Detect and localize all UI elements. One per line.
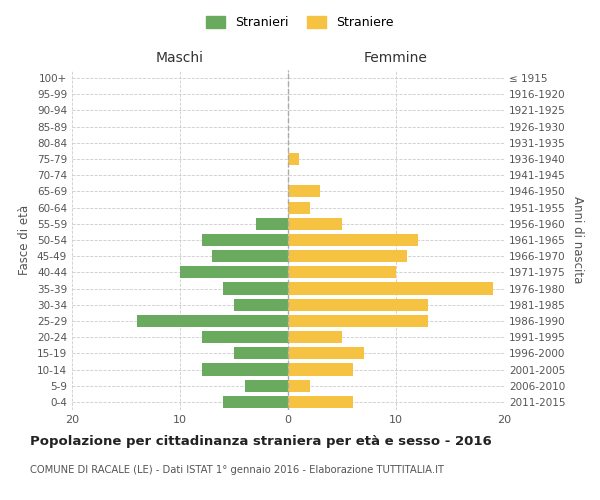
Bar [288, 202, 310, 213]
Bar [180, 266, 288, 278]
Y-axis label: Fasce di età: Fasce di età [19, 205, 31, 275]
Legend: Stranieri, Straniere: Stranieri, Straniere [202, 11, 398, 34]
Bar [223, 396, 288, 408]
Bar [288, 266, 396, 278]
Bar [212, 250, 288, 262]
Text: Maschi: Maschi [156, 51, 204, 65]
Bar [288, 218, 342, 230]
Bar [288, 153, 299, 165]
Bar [288, 250, 407, 262]
Bar [288, 186, 320, 198]
Y-axis label: Anni di nascita: Anni di nascita [571, 196, 584, 284]
Bar [288, 331, 342, 343]
Bar [137, 315, 288, 327]
Bar [202, 331, 288, 343]
Text: Femmine: Femmine [364, 51, 428, 65]
Bar [288, 380, 310, 392]
Bar [202, 234, 288, 246]
Bar [288, 396, 353, 408]
Text: Popolazione per cittadinanza straniera per età e sesso - 2016: Popolazione per cittadinanza straniera p… [30, 435, 492, 448]
Bar [234, 348, 288, 360]
Bar [256, 218, 288, 230]
Bar [288, 315, 428, 327]
Bar [245, 380, 288, 392]
Bar [288, 234, 418, 246]
Bar [288, 348, 364, 360]
Bar [288, 364, 353, 376]
Bar [202, 364, 288, 376]
Bar [288, 282, 493, 294]
Bar [234, 298, 288, 311]
Bar [223, 282, 288, 294]
Bar [288, 298, 428, 311]
Text: COMUNE DI RACALE (LE) - Dati ISTAT 1° gennaio 2016 - Elaborazione TUTTITALIA.IT: COMUNE DI RACALE (LE) - Dati ISTAT 1° ge… [30, 465, 444, 475]
